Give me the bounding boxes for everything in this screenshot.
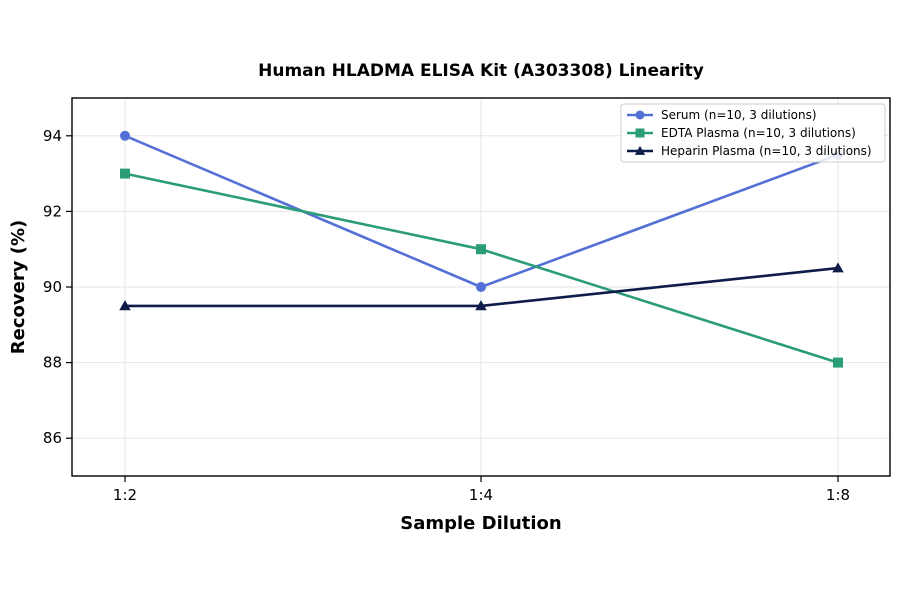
legend-label: Heparin Plasma (n=10, 3 dilutions) (661, 144, 872, 158)
x-tick-label: 1:8 (826, 486, 850, 504)
x-tick-label: 1:2 (113, 486, 137, 504)
y-axis: 86 88 90 92 94 (43, 127, 72, 447)
legend-label: Serum (n=10, 3 dilutions) (661, 108, 817, 122)
series-square (120, 168, 843, 368)
x-axis: 1:2 1:4 1:8 (113, 476, 850, 504)
data-point (635, 110, 645, 120)
y-axis-label: Recovery (%) (8, 220, 29, 354)
data-point (120, 168, 130, 179)
data-point (833, 357, 843, 368)
legend-item: Serum (n=10, 3 dilutions) (627, 108, 817, 122)
legend: Serum (n=10, 3 dilutions) EDTA Plasma (n=… (620, 103, 886, 163)
data-point (634, 145, 646, 155)
legend-item: Heparin Plasma (n=10, 3 dilutions) (627, 144, 872, 158)
data-point (476, 282, 486, 292)
legend-label: EDTA Plasma (n=10, 3 dilutions) (661, 126, 856, 140)
y-tick-label: 90 (43, 278, 62, 296)
legend-item: EDTA Plasma (n=10, 3 dilutions) (627, 126, 856, 140)
y-tick-label: 86 (43, 429, 62, 447)
data-point (832, 262, 844, 273)
x-tick-label: 1:4 (469, 486, 493, 504)
y-tick-label: 92 (43, 202, 62, 220)
x-axis-label: Sample Dilution (400, 513, 561, 534)
series-triangle (119, 262, 844, 311)
data-point (475, 300, 487, 311)
data-point (120, 130, 130, 141)
data-point (119, 300, 131, 311)
data-point (476, 244, 486, 255)
chart-title: Human HLADMA ELISA Kit (A303308) Lineari… (258, 61, 704, 81)
y-tick-label: 88 (43, 354, 62, 372)
data-point (635, 128, 645, 138)
y-tick-label: 94 (43, 127, 62, 145)
legend-box (620, 103, 886, 163)
